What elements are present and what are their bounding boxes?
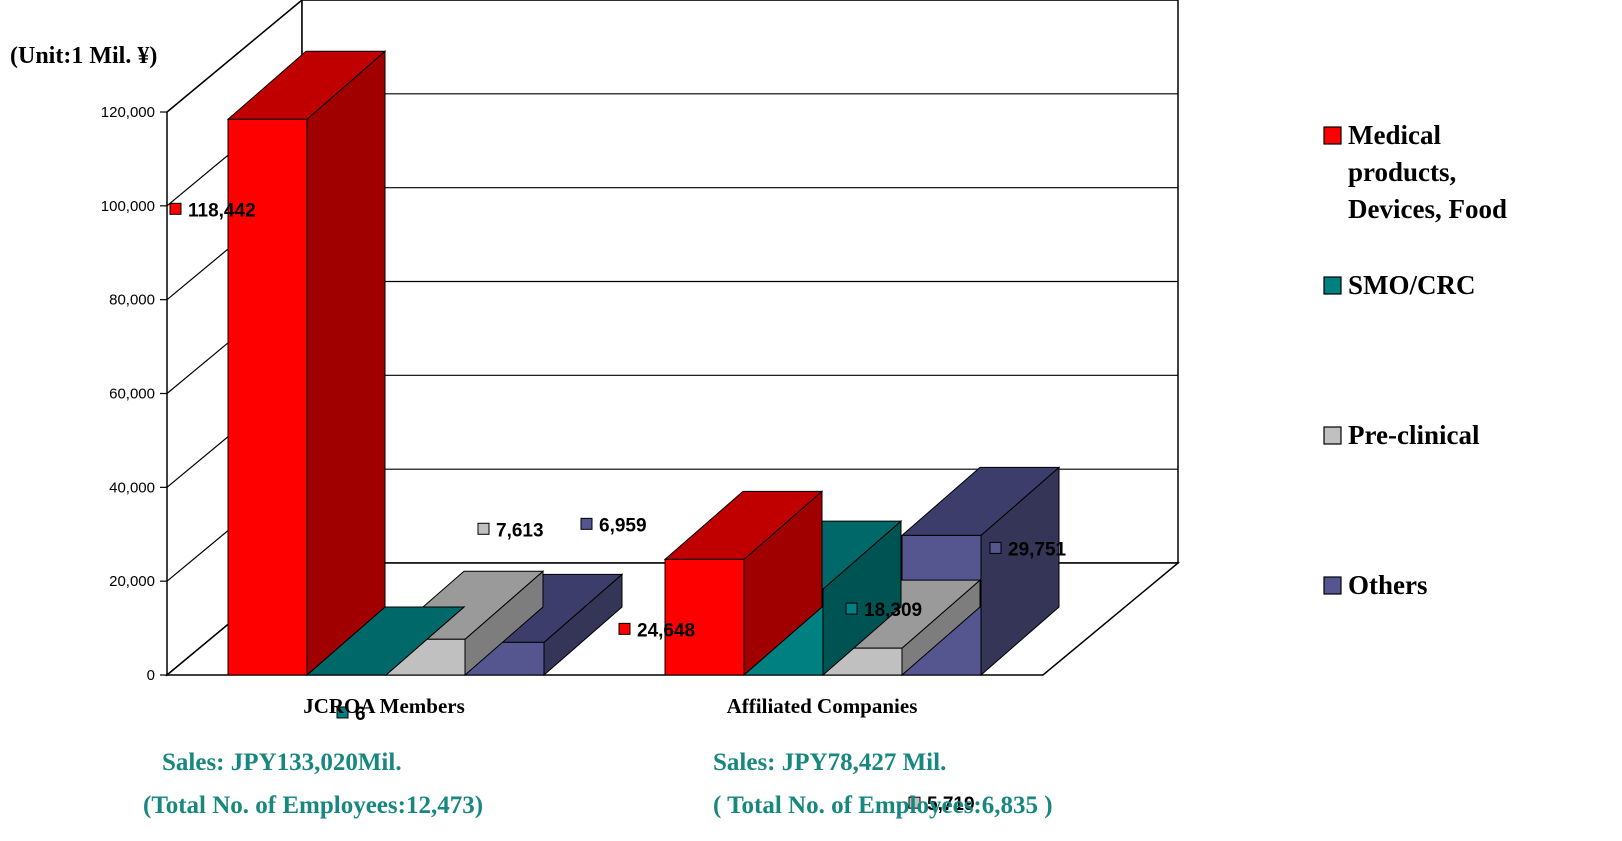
data-label-pre-clinical-jcroa: 7,613 <box>496 520 544 541</box>
bar-medical-products-devices-food-affiliated <box>664 558 745 676</box>
data-marker-medical-products-devices-food-affiliated <box>618 622 631 635</box>
data-label-medical-products-devices-food-affiliated: 24,648 <box>637 620 695 641</box>
legend-label-medical-products-devices-food-0: Medical <box>1348 120 1441 150</box>
y-tick-label: 0 <box>147 667 155 684</box>
legend-label-others-0: Others <box>1348 570 1427 600</box>
data-marker-smo-crc-affiliated <box>845 602 858 615</box>
category-labels: JCROA Members Affiliated Companies <box>303 694 917 718</box>
summary-affiliated: Sales: JPY78,427 Mil. ( Total No. of Emp… <box>713 749 1053 819</box>
y-axis-ticks: 0 20,000 40,000 60,000 80,000 100,000 120,000 <box>101 104 167 684</box>
legend-item-smo-crc: SMO/CRC <box>1323 270 1476 300</box>
legend-item-medical-products-devices-food: Medical products, Devices, Food <box>1323 120 1507 224</box>
summary-jcroa: Sales: JPY133,020Mil. (Total No. of Empl… <box>143 749 483 819</box>
y-tick-label: 100,000 <box>101 198 155 215</box>
data-label-smo-crc-affiliated: 18,309 <box>864 600 922 621</box>
legend: Medical products, Devices, Food SMO/CRC Pre-… <box>1323 120 1507 600</box>
y-tick-label: 60,000 <box>109 386 155 403</box>
summary-affiliated-employees: ( Total No. of Employees:6,835 ) <box>713 792 1053 819</box>
y-tick-label: 20,000 <box>109 573 155 590</box>
gridline-side <box>166 0 303 113</box>
category-label-jcroa-members: JCROA Members <box>303 694 465 718</box>
bar-medical-products-devices-food-jcroa <box>227 118 308 676</box>
legend-swatch-smo-crc <box>1323 276 1342 295</box>
y-tick-label: 120,000 <box>101 104 155 121</box>
legend-item-pre-clinical: Pre-clinical <box>1323 420 1480 450</box>
y-tick-label: 40,000 <box>109 479 155 496</box>
legend-label-smo-crc-0: SMO/CRC <box>1348 270 1476 300</box>
data-label-medical-products-devices-food-jcroa: 118,442 <box>188 200 256 221</box>
data-marker-others-affiliated <box>989 541 1002 554</box>
data-marker-medical-products-devices-food-jcroa <box>169 202 182 215</box>
data-label-others-jcroa: 6,959 <box>599 515 647 536</box>
summary-jcroa-employees: (Total No. of Employees:12,473) <box>143 792 483 819</box>
bars <box>226 50 1061 677</box>
bar-side-medical-products-devices-food-jcroa <box>306 50 386 677</box>
legend-swatch-pre-clinical <box>1323 426 1342 445</box>
unit-label: (Unit:1 Mil. ¥) <box>10 43 157 69</box>
data-marker-pre-clinical-jcroa <box>477 522 490 535</box>
data-labels: 118,442 6 7,613 6,959 24,648 18,309 5,719 29,75… <box>169 200 1067 815</box>
data-marker-others-jcroa <box>580 517 593 530</box>
y-tick-label: 80,000 <box>109 292 155 309</box>
legend-label-medical-products-devices-food-1: products, <box>1348 157 1456 187</box>
legend-label-pre-clinical-0: Pre-clinical <box>1348 420 1480 450</box>
data-label-smo-crc-jcroa: 6 <box>355 704 366 725</box>
legend-swatch-others <box>1323 576 1342 595</box>
data-label-others-affiliated: 29,751 <box>1008 539 1067 560</box>
data-label-pre-clinical-affiliated: 5,719 <box>927 794 975 815</box>
legend-label-medical-products-devices-food-2: Devices, Food <box>1348 194 1507 224</box>
data-marker-pre-clinical-affiliated <box>908 796 921 809</box>
category-label-affiliated-companies: Affiliated Companies <box>727 694 918 718</box>
data-marker-smo-crc-jcroa <box>336 706 349 719</box>
summary-affiliated-sales: Sales: JPY78,427 Mil. <box>713 749 946 776</box>
legend-swatch-medical-products-devices-food <box>1323 126 1342 145</box>
summary-jcroa-sales: Sales: JPY133,020Mil. <box>162 749 402 776</box>
legend-item-others: Others <box>1323 570 1427 600</box>
